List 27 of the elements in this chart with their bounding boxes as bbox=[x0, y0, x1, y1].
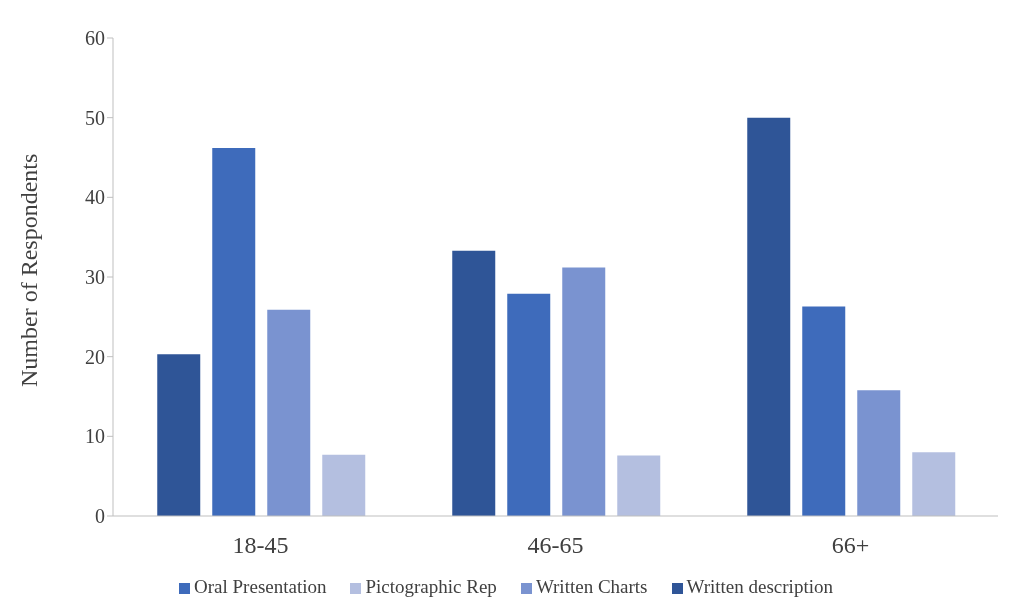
x-tick-label: 18-45 bbox=[232, 532, 289, 559]
bar bbox=[747, 117, 791, 516]
bar bbox=[322, 454, 366, 516]
y-tick-label: 40 bbox=[85, 186, 105, 209]
bar bbox=[562, 267, 606, 516]
legend-label: Pictographic Rep bbox=[365, 576, 497, 597]
x-tick-label: 46-65 bbox=[527, 532, 584, 559]
legend-label: Written Charts bbox=[535, 576, 648, 597]
bar bbox=[507, 293, 551, 516]
legend-label: Oral Presentation bbox=[194, 576, 327, 597]
bar bbox=[267, 309, 311, 516]
bar bbox=[857, 390, 901, 516]
y-tick-label: 0 bbox=[95, 505, 105, 528]
y-axis-title: Number of Respondents bbox=[15, 153, 42, 387]
bar bbox=[912, 452, 956, 516]
y-tick-label: 10 bbox=[85, 425, 105, 448]
y-tick-label: 60 bbox=[85, 27, 105, 50]
bar bbox=[212, 147, 256, 516]
y-tick-label: 30 bbox=[85, 266, 105, 289]
bar bbox=[452, 250, 496, 516]
bar bbox=[802, 306, 846, 516]
legend-label: Written description bbox=[686, 576, 833, 597]
bar bbox=[157, 354, 201, 516]
bar bbox=[617, 455, 661, 516]
y-tick-label: 50 bbox=[85, 106, 105, 129]
y-tick-label: 20 bbox=[85, 345, 105, 368]
x-tick-label: 66+ bbox=[831, 532, 870, 559]
